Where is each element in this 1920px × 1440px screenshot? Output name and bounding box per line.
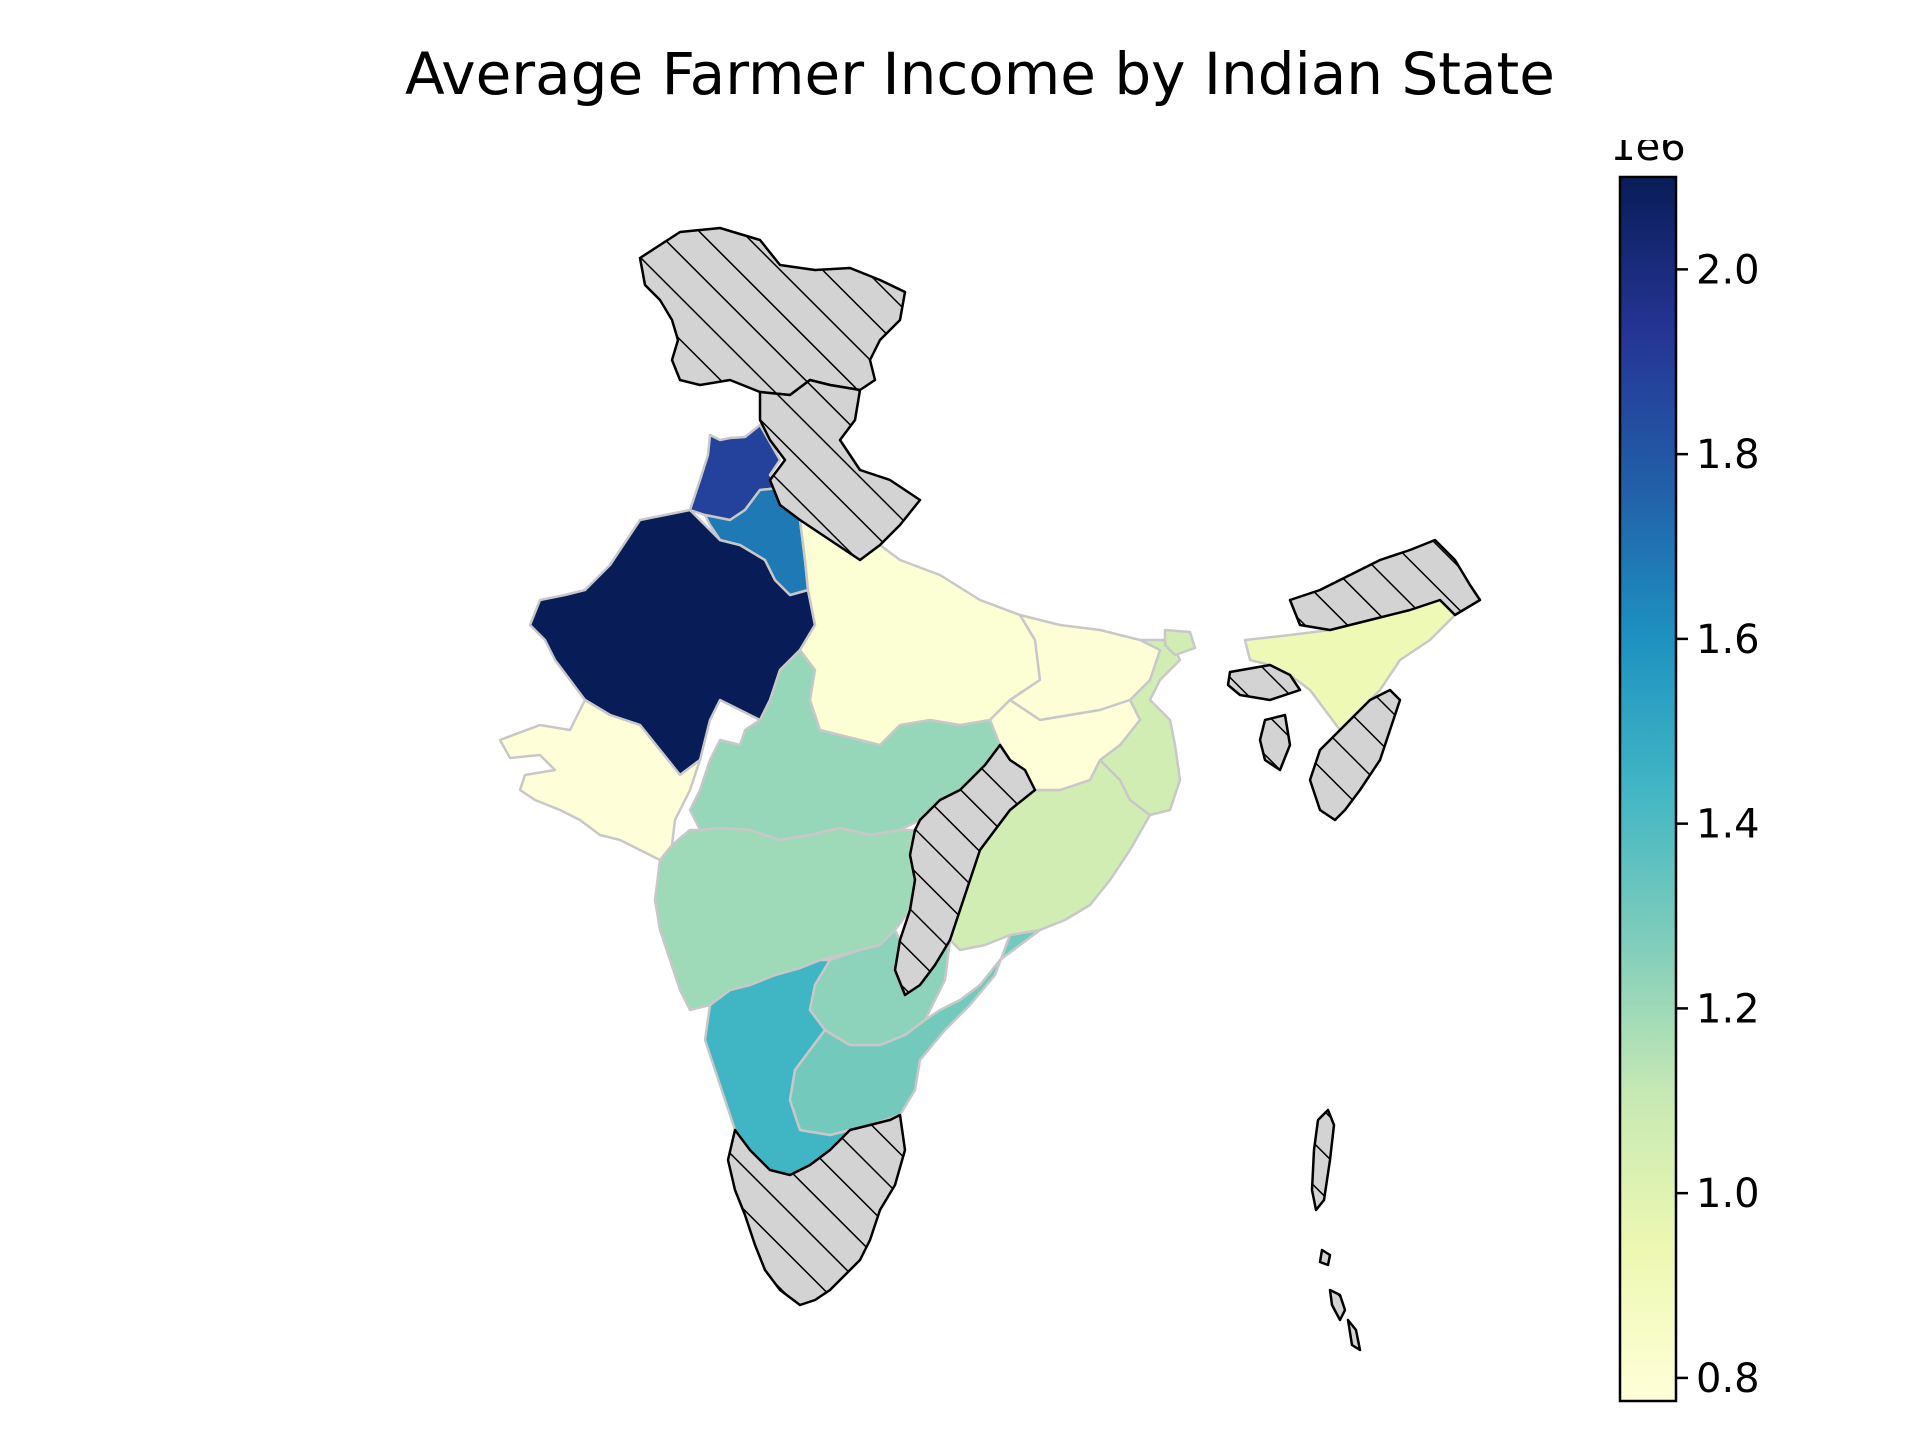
region-islands <box>1310 1108 1362 1352</box>
region-chhattisgarh <box>893 743 1037 997</box>
colorbar-tick-label: 1.4 <box>1696 802 1760 848</box>
region-arunachal-pradesh <box>1288 538 1482 632</box>
region-uttar-pradesh <box>798 518 1042 747</box>
colorbar-tick-label: 1.8 <box>1696 432 1760 478</box>
region-andhra-pradesh <box>788 928 1042 1137</box>
region-jammu-kashmir <box>638 226 907 397</box>
region-kerala-tamil-nadu <box>726 1113 907 1307</box>
colorbar-gradient <box>1618 175 1678 1403</box>
region-northeast-south <box>1308 688 1402 822</box>
india-choropleth-map <box>498 226 1482 1352</box>
colorbar-tick-label: 1.0 <box>1696 1171 1760 1217</box>
colorbar-multiplier: 1e6 <box>1610 140 1686 170</box>
colorbar-tick-label: 0.8 <box>1696 1356 1760 1402</box>
region-sikkim <box>1163 628 1197 657</box>
colorbar-tick-label: 1.6 <box>1696 617 1760 663</box>
colorbar-tick-label: 2.0 <box>1696 247 1760 293</box>
region-meghalaya <box>1226 663 1302 702</box>
region-gujarat <box>498 698 702 862</box>
colorbar: 1e6 0.8 1.0 1.2 1.4 1.6 1.8 2.0 <box>1610 140 1760 1403</box>
chart-title: Average Farmer Income by Indian State <box>405 40 1555 108</box>
region-tripura <box>1258 713 1292 772</box>
colorbar-tick-label: 1.2 <box>1696 986 1760 1032</box>
region-himachal-uttarakhand <box>758 378 922 562</box>
